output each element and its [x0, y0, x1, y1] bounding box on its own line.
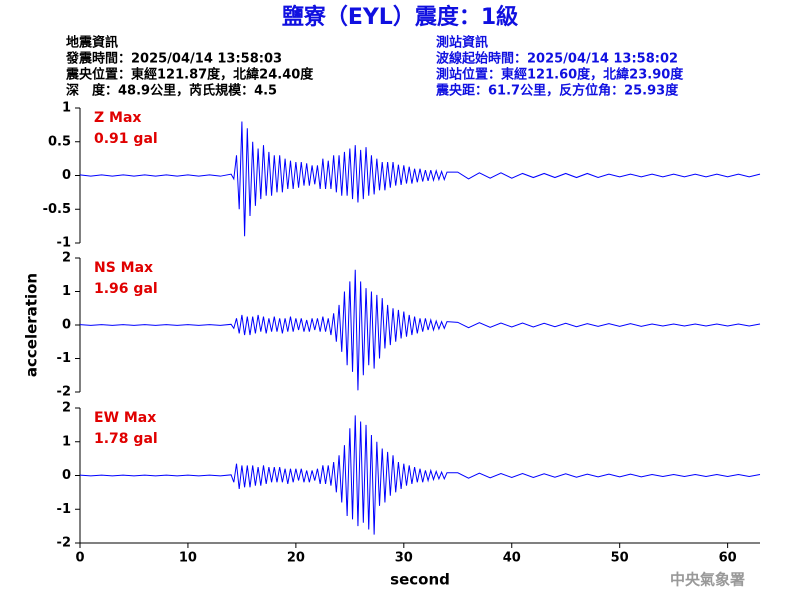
annotation: 1.96 gal: [94, 281, 158, 297]
info-line: 深 度：48.9公里，芮氏規模：4.5: [66, 83, 277, 99]
x-tick-label: 0: [75, 551, 84, 566]
annotation: NS Max: [94, 260, 153, 276]
y-tick-label: 0: [62, 168, 71, 183]
y-tick-label: -1: [57, 502, 71, 517]
annotation: 0.91 gal: [94, 131, 158, 147]
y-tick-label: -1: [57, 351, 71, 366]
y-tick-label: -1: [57, 236, 71, 251]
x-tick-label: 50: [611, 551, 629, 566]
y-tick-label: 2: [62, 401, 71, 416]
x-tick-label: 40: [503, 551, 521, 566]
chart-title: 鹽寮（EYL）震度：1級: [282, 4, 518, 30]
info-line: 震央距：61.7公里，反方位角：25.93度: [435, 83, 679, 99]
info-line: 測站位置：東經121.60度，北緯23.90度: [436, 67, 684, 83]
info-line: 波線起始時間：2025/04/14 13:58:02: [436, 51, 678, 67]
x-tick-label: 20: [287, 551, 305, 566]
waveform: [79, 415, 761, 535]
info-line: 地震資訊: [66, 35, 118, 51]
info-line: 發震時間：2025/04/14 13:58:03: [65, 51, 282, 67]
annotation: Z Max: [94, 110, 141, 126]
waveform: [79, 269, 761, 391]
y-tick-label: 0.5: [48, 134, 71, 149]
y-tick-label: -2: [57, 385, 71, 400]
x-tick-label: 10: [179, 551, 197, 566]
x-axis-label: second: [390, 571, 450, 589]
y-tick-label: 1: [62, 284, 71, 299]
y-tick-label: 0: [62, 468, 71, 483]
annotation: 1.78 gal: [94, 431, 158, 447]
y-tick-label: 1: [62, 101, 71, 116]
annotation: EW Max: [94, 410, 156, 426]
y-tick-label: 2: [62, 251, 71, 266]
waveform: [79, 121, 761, 237]
footer: 中央氣象署: [670, 571, 745, 589]
y-tick-label: -2: [57, 536, 71, 551]
info-line: 震央位置：東經121.87度，北緯24.40度: [65, 67, 314, 83]
y-tick-label: -0.5: [43, 202, 71, 217]
y-axis-label: acceleration: [23, 273, 41, 377]
y-tick-label: 0: [62, 318, 71, 333]
info-line: 測站資訊: [436, 35, 488, 51]
x-tick-label: 30: [395, 551, 413, 566]
x-tick-label: 60: [719, 551, 737, 566]
y-tick-label: 1: [62, 434, 71, 449]
